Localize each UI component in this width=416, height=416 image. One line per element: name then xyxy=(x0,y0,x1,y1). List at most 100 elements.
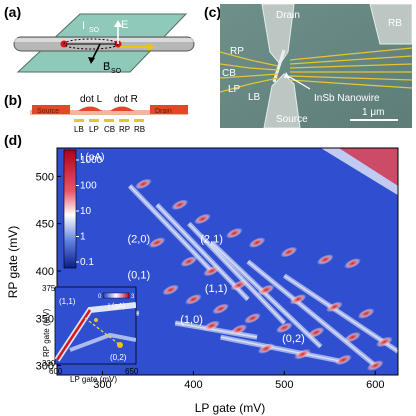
inset-label-02: (0,2) xyxy=(110,353,127,362)
triple-point xyxy=(148,237,166,248)
b-so-arrow xyxy=(91,43,101,61)
b-so-subscript: SO xyxy=(111,68,122,75)
triple-point xyxy=(307,327,325,338)
panel-b-diagram: Source Drain dot L dot R LB LP CB RP RB xyxy=(30,94,188,134)
triple-point xyxy=(344,331,361,343)
triple-point xyxy=(230,279,248,291)
triple-point xyxy=(135,178,152,190)
colorbar-tick-label: 0.1 xyxy=(80,257,94,268)
inset-xtick-600: 600 xyxy=(49,367,63,376)
gate-cb xyxy=(104,119,114,122)
nanowire xyxy=(272,49,286,83)
panel-d-label: (d) xyxy=(4,132,22,148)
charge-state-label: (2,1) xyxy=(200,234,223,246)
inset-colorbar xyxy=(102,292,130,299)
y-tick-label: 300 xyxy=(36,361,54,373)
triple-point xyxy=(344,258,361,269)
colorbar-tick-label: 100 xyxy=(80,181,97,192)
charge-state-label: (1,0) xyxy=(180,314,203,326)
source-label: Source xyxy=(37,108,59,115)
inset-xtick-650: 650 xyxy=(125,367,139,376)
triple-point xyxy=(280,246,298,258)
y-tick-label: 400 xyxy=(36,266,54,278)
triple-point xyxy=(257,343,275,354)
band-edge xyxy=(320,148,398,196)
charge-state-label: (0,1) xyxy=(128,270,151,282)
main-map-frame xyxy=(56,147,399,376)
triple-point xyxy=(212,303,230,315)
inset-features xyxy=(55,302,136,362)
transition-line-core xyxy=(129,185,213,272)
triple-point xyxy=(335,354,352,366)
i-so-label: I xyxy=(82,20,85,32)
main-map-features xyxy=(102,148,398,371)
high-current-band xyxy=(338,148,398,186)
gate-label-lp: LP xyxy=(89,125,99,134)
colorbar xyxy=(63,149,77,269)
triple-point xyxy=(171,199,189,211)
panel-c-sem-image: Drain Source RB RP CB LP LB InSb Nanowir… xyxy=(220,4,412,128)
y-tick-label: 450 xyxy=(36,219,54,231)
colorbar-ticks: 1000 100 10 1 0.1 xyxy=(76,155,103,268)
triple-point xyxy=(194,213,211,225)
x-axis-label: LP gate (mV) xyxy=(195,401,265,415)
transition-line-core xyxy=(283,275,398,352)
source-electrode xyxy=(263,73,301,128)
triple-point xyxy=(257,284,275,296)
nanowire-section xyxy=(30,110,188,115)
sem-drain-label: Drain xyxy=(276,10,300,21)
inset-ylabel: RP gate (mV) xyxy=(42,308,51,357)
colorbar-tick-label: 1 xyxy=(80,232,86,243)
gate-lb xyxy=(74,119,84,122)
colorbar-tick-label: 10 xyxy=(80,206,92,217)
triple-point xyxy=(357,308,375,319)
panel-a-diagram: I SO E B → SO xyxy=(13,13,195,75)
transition-line-core xyxy=(175,322,258,338)
triple-point xyxy=(244,312,261,324)
scale-bar-label: 1 μm xyxy=(362,107,384,118)
triple-point xyxy=(276,322,293,333)
dot-left-bump xyxy=(78,106,102,111)
triple-point xyxy=(289,294,307,305)
gate-label-rb: RB xyxy=(134,125,145,134)
triple-point xyxy=(185,294,202,305)
gate-label-rp: RP xyxy=(119,125,130,134)
inset-label-11: (1,1) xyxy=(59,297,76,306)
b-so-label: B xyxy=(103,61,110,73)
sem-source-label: Source xyxy=(276,114,308,125)
inset-xlabel: LP gate (mV) xyxy=(70,375,117,384)
nanowire-pointer xyxy=(287,75,311,90)
x-tick-label: 500 xyxy=(275,379,293,391)
transition-line-core xyxy=(220,336,340,362)
gate-label-lb: LB xyxy=(74,125,84,134)
drain-contact xyxy=(150,105,188,114)
triple-point xyxy=(326,301,343,313)
triple-point xyxy=(162,284,179,296)
colorbar-tick-label: 1000 xyxy=(80,155,103,166)
transition-line-core xyxy=(211,242,322,348)
transition-line-core xyxy=(247,260,376,367)
x-tick-label: 600 xyxy=(366,379,384,391)
b-so-vector: → xyxy=(102,56,111,66)
gate-fingers xyxy=(289,47,412,89)
transition-line-core xyxy=(156,204,249,300)
e-field-label: E xyxy=(121,19,128,31)
gate-label-cb: CB xyxy=(104,125,115,134)
inset-ytick-375: 375 xyxy=(42,284,56,293)
gate-rp xyxy=(119,119,129,122)
colorbar-title: I (pA) xyxy=(80,152,104,163)
gate-row: LB LP CB RP RB xyxy=(74,119,145,134)
panel-c-label: (c) xyxy=(204,4,222,20)
triple-point xyxy=(316,254,334,265)
charge-state-label: (1,1) xyxy=(205,283,228,295)
inset-cbar-tick-3: 3 xyxy=(131,294,135,300)
dot-right-bump xyxy=(110,106,134,111)
gate-fingers-left xyxy=(220,51,279,93)
triple-point xyxy=(225,227,243,239)
y-axis-label: RP gate (mV) xyxy=(6,226,20,298)
nanowire-pointer-head xyxy=(284,72,290,78)
i-so-subscript: SO xyxy=(89,27,100,34)
y-tick-label: 500 xyxy=(36,171,54,183)
